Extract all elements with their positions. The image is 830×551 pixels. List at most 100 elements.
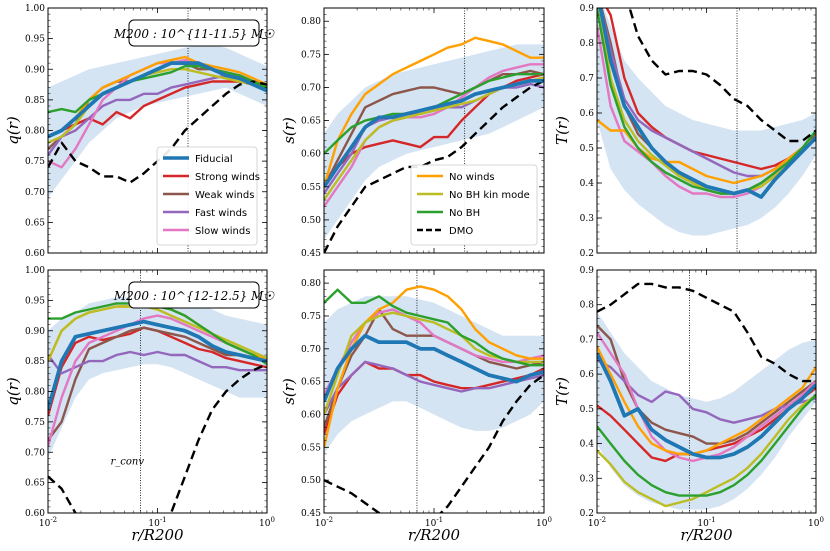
series-fiducial-top — [48, 319, 267, 411]
panel-5: 0.45 0.50 0.55 0.60 0.65 0.70 0.75 0.80 10-2 10-1… — [280, 269, 552, 544]
legend-label: DMO — [449, 226, 473, 237]
legend-label: Fiducial — [195, 154, 233, 165]
ytick-label: 0.70 — [25, 188, 45, 198]
ytick-label: 0.75 — [301, 50, 321, 60]
ytick-label: 0.6 — [580, 370, 595, 380]
panel-4: 0.60 0.65 0.70 0.75 0.80 0.85 0.90 0.95 1.00 10-2… — [4, 266, 276, 544]
legend-label: Slow winds — [195, 226, 250, 237]
xtick-label: 10-2 — [315, 516, 333, 529]
ytick-label: 0.45 — [301, 509, 321, 519]
ytick-label: 1.00 — [25, 266, 45, 276]
series-no-winds — [48, 55, 267, 138]
ytick-label: 0.65 — [25, 218, 45, 228]
rconv-label: r_conv — [111, 456, 145, 467]
xlabel: r/R200 — [680, 526, 733, 544]
xtick-label: 10-1 — [425, 516, 443, 529]
series-fast-winds — [48, 350, 267, 375]
series-dmo — [597, 282, 816, 383]
xtick-label: 100 — [808, 516, 824, 529]
ytick-label: 0.65 — [301, 378, 321, 388]
ytick-label: 0.75 — [25, 418, 45, 428]
ytick-label: 0.85 — [25, 357, 45, 367]
ytick-label: 0.4 — [580, 440, 595, 450]
ytick-label: 0.70 — [301, 83, 321, 93]
ytick-label: 0.75 — [25, 157, 45, 167]
ytick-label: 0.90 — [25, 65, 45, 75]
ytick-label: 0.4 — [580, 179, 595, 189]
series-no-bh-kin-mode — [48, 305, 267, 362]
plot-area — [597, 8, 816, 253]
mass-label: M200 : 10^{11-11.5} M☉ — [113, 27, 276, 41]
ytick-label: 0.95 — [25, 35, 45, 45]
series-dmo — [324, 79, 544, 253]
series-slow-winds — [324, 63, 544, 208]
ytick-label: 0.50 — [301, 476, 321, 486]
series-no-winds — [324, 285, 544, 448]
ytick-label: 0.3 — [580, 474, 595, 484]
ylabel: s(r) — [280, 378, 298, 405]
series-no-bh — [597, 394, 816, 497]
xtick-label: 100 — [536, 516, 552, 529]
ytick-label: 0.65 — [25, 479, 45, 489]
panel-3: 0.2 0.3 0.4 0.5 0.6 0.7 0.8 0.9 T(r) — [553, 4, 817, 259]
mass-label-box — [128, 281, 260, 309]
ytick-label: 0.95 — [25, 296, 45, 306]
ytick-label: 0.80 — [301, 279, 321, 289]
ytick-label: 0.75 — [301, 312, 321, 322]
series-no-bh-kin-mode — [597, 394, 816, 508]
xlabel: r/R200 — [408, 526, 461, 544]
series-no-bh — [48, 65, 267, 114]
ytick-label: 0.90 — [25, 327, 45, 337]
ytick-label: 0.80 — [25, 127, 45, 137]
ytick-label: 0.3 — [580, 214, 595, 224]
legend-label: No BH kin mode — [449, 190, 530, 201]
series-fast-winds — [324, 360, 544, 416]
ytick-label: 0.5 — [580, 405, 595, 415]
ytick-label: 0.70 — [25, 448, 45, 458]
ytick-label: 0.2 — [580, 249, 594, 259]
series-fiducial-top — [324, 333, 544, 403]
scatter-band — [48, 44, 267, 198]
scatter-band — [597, 8, 816, 236]
ytick-label: 0.2 — [580, 509, 594, 519]
ytick-label: 0.80 — [301, 17, 321, 27]
series-fiducial-top — [48, 61, 267, 139]
ylabel: T(r) — [553, 116, 571, 145]
scatter-band — [48, 297, 267, 459]
series-fiducial-top — [597, 352, 816, 460]
mass-label: M200 : 10^{12-12.5} M☉ — [113, 289, 276, 303]
ytick-label: 0.5 — [580, 144, 595, 154]
ytick-label: 0.9 — [580, 4, 595, 14]
ytick-label: 0.60 — [25, 249, 45, 259]
plot-area — [597, 270, 816, 513]
ytick-label: 0.70 — [301, 345, 321, 355]
series-fiducial-top — [324, 79, 544, 188]
ytick-label: 0.8 — [580, 39, 595, 49]
series-no-bh — [324, 288, 544, 367]
panel-2: 0.45 0.50 0.55 0.60 0.65 0.70 0.75 0.80 s(r) No w… — [280, 7, 545, 259]
panel-6: 0.2 0.3 0.4 0.5 0.6 0.7 0.8 0.9 10-2 10-1 100 T(r) r… — [553, 266, 824, 544]
series-weak-winds — [324, 69, 544, 188]
series-no-winds — [597, 345, 816, 456]
xtick-label: 10-1 — [148, 516, 166, 529]
ytick-label: 0.60 — [25, 509, 45, 519]
ytick-label: 1.00 — [25, 4, 45, 14]
ytick-label: 0.55 — [301, 183, 321, 193]
series-dmo — [628, 8, 816, 143]
panel-1: 0.60 0.65 0.70 0.75 0.80 0.85 0.90 0.95 1.00 q(r)… — [4, 4, 275, 259]
ytick-label: 0.50 — [301, 216, 321, 226]
xlabel: r/R200 — [131, 526, 184, 544]
series-strong-winds — [605, 8, 816, 171]
ytick-label: 0.60 — [301, 410, 321, 420]
ytick-label: 0.6 — [580, 109, 595, 119]
plot-area — [324, 8, 544, 253]
xtick-label: 100 — [259, 516, 275, 529]
xtick-label: 10-2 — [588, 516, 606, 529]
ytick-label: 0.80 — [25, 388, 45, 398]
legend-label: Weak winds — [195, 190, 254, 201]
ytick-label: 0.9 — [580, 266, 595, 276]
xtick-label: 10-2 — [39, 516, 57, 529]
series-strong-winds — [48, 80, 267, 138]
ytick-label: 0.8 — [580, 301, 595, 311]
